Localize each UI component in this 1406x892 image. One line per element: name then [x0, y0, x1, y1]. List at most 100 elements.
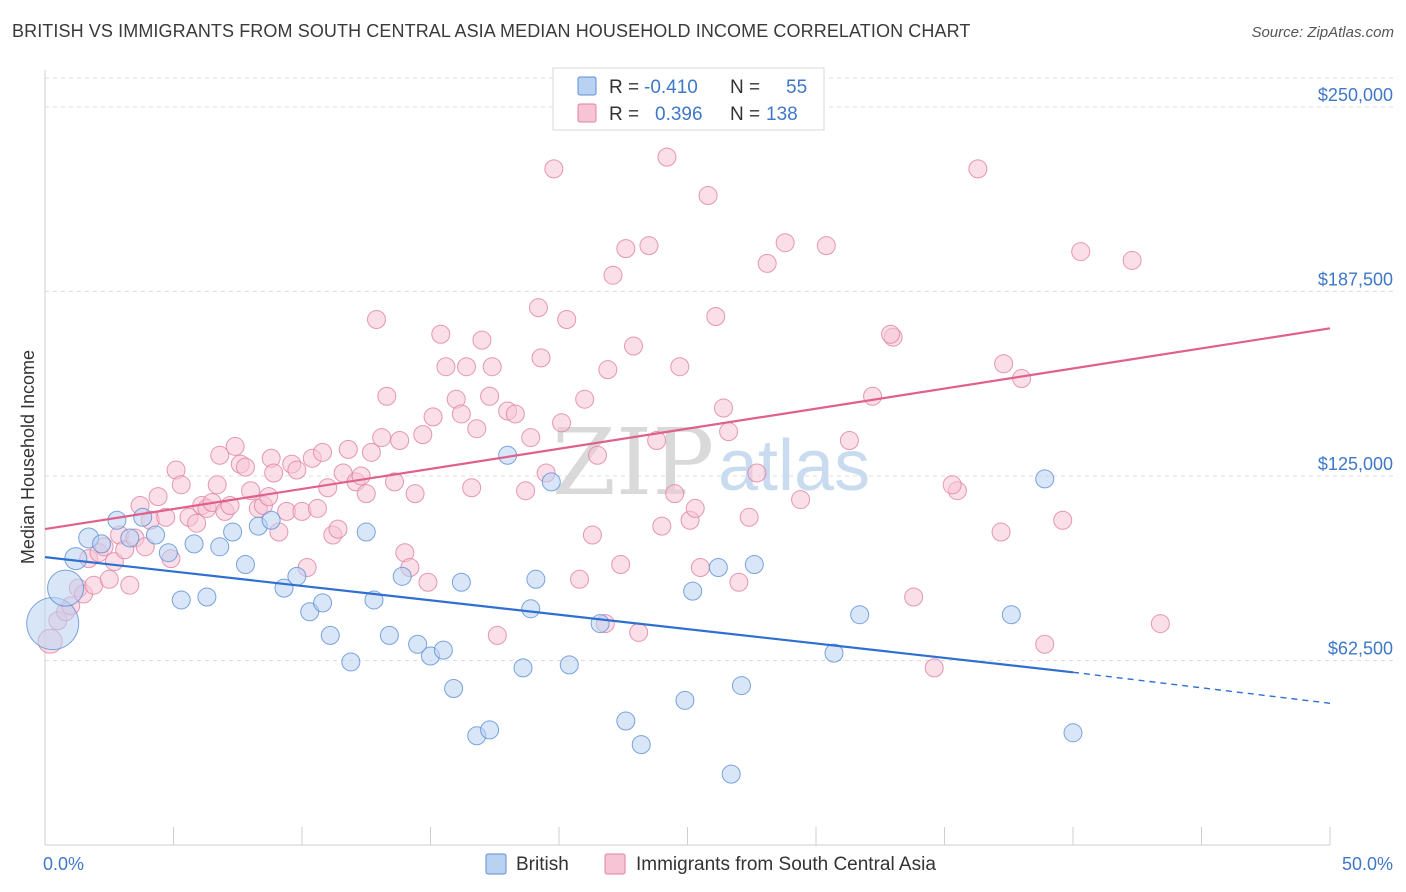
bottom-legend-swatch-british[interactable] — [485, 853, 507, 875]
legend-r-value-immigrants: 0.396 — [655, 104, 703, 125]
watermark-zip: ZIP — [552, 409, 714, 516]
immigrants-point-35 — [235, 457, 255, 477]
bottom-legend: British Immigrants from South Central As… — [485, 853, 936, 875]
immigrants-point-116 — [729, 572, 749, 592]
immigrants-point-132 — [1035, 634, 1055, 654]
british-point-52 — [1001, 605, 1021, 625]
british-point-42 — [616, 711, 636, 731]
british-point-50 — [824, 643, 844, 663]
immigrants-point-107 — [665, 484, 685, 504]
british-point-8 — [146, 525, 166, 545]
x-ticks — [44, 827, 1331, 845]
british-point-7 — [133, 507, 153, 527]
immigrants-point-81 — [487, 625, 507, 645]
legend-n-label-immigrants: N = — [730, 104, 760, 125]
legend-n-value-british: 55 — [786, 77, 807, 98]
british-point-47 — [721, 764, 741, 784]
immigrants-point-122 — [816, 236, 836, 256]
british-trendline-extension — [1072, 671, 1331, 704]
british-point-27 — [392, 566, 412, 586]
immigrants-point-112 — [698, 185, 718, 205]
immigrants-point-124 — [863, 386, 883, 406]
immigrants-point-64 — [390, 431, 410, 451]
immigrants-point-111 — [690, 557, 710, 577]
bottom-legend-swatch-immigrants[interactable] — [604, 853, 626, 875]
immigrants-point-136 — [1150, 614, 1170, 634]
immigrants-point-114 — [713, 398, 733, 418]
british-point-17 — [261, 510, 281, 530]
british-point-26 — [379, 625, 399, 645]
immigrants-point-97 — [598, 360, 618, 380]
legend-swatch-british — [577, 76, 597, 96]
immigrants-point-74 — [451, 404, 471, 424]
legend-box: R = -0.410 N = 55 R = 0.396 N = 138 — [552, 67, 825, 131]
british-point-34 — [480, 720, 500, 740]
immigrants-point-30 — [210, 445, 230, 465]
british-point-11 — [184, 534, 204, 554]
immigrants-point-133 — [1053, 510, 1073, 530]
legend-r-label-british: R = — [609, 77, 639, 98]
immigrants-point-63 — [385, 472, 405, 492]
immigrants-point-101 — [624, 336, 644, 356]
immigrants-point-115 — [719, 422, 739, 442]
source-credit: Source: ZipAtlas.com — [1251, 24, 1394, 41]
immigrants-point-62 — [377, 386, 397, 406]
y-tick-label-3: $250,000 — [1318, 85, 1393, 105]
immigrants-point-102 — [629, 622, 649, 642]
immigrants-point-41 — [264, 463, 284, 483]
immigrants-point-77 — [467, 419, 487, 439]
immigrants-point-127 — [924, 658, 944, 678]
immigrants-point-80 — [482, 357, 502, 377]
immigrants-point-134 — [1071, 242, 1091, 262]
immigrants-point-90 — [552, 413, 572, 433]
x-tick-label-left: 0.0% — [43, 854, 84, 874]
series-immigrants-points — [37, 147, 1170, 678]
immigrants-point-117 — [739, 507, 759, 527]
british-point-32 — [451, 572, 471, 592]
british-point-53 — [1035, 469, 1055, 489]
british-point-1 — [47, 569, 85, 607]
immigrants-point-84 — [516, 481, 536, 501]
immigrants-point-120 — [775, 233, 795, 253]
british-point-46 — [708, 557, 728, 577]
british-point-10 — [171, 590, 191, 610]
series-british-points — [26, 445, 1083, 784]
immigrants-point-123 — [839, 431, 859, 451]
british-point-21 — [313, 593, 333, 613]
immigrants-point-92 — [570, 569, 590, 589]
immigrants-point-126 — [904, 587, 924, 607]
immigrants-point-50 — [313, 442, 333, 462]
british-point-41 — [590, 614, 610, 634]
british-point-49 — [744, 555, 764, 575]
y-tick-labels: $62,500 $125,000 $187,500 $250,000 — [1318, 85, 1393, 659]
british-point-36 — [513, 658, 533, 678]
british-point-28 — [408, 634, 428, 654]
british-point-4 — [92, 534, 112, 554]
british-point-54 — [1063, 723, 1083, 743]
legend-n-label-british: N = — [730, 77, 760, 98]
immigrants-point-110 — [685, 498, 705, 518]
immigrants-point-57 — [351, 466, 371, 486]
bottom-legend-label-british[interactable]: British — [516, 854, 569, 875]
immigrants-point-94 — [582, 525, 602, 545]
immigrants-point-75 — [456, 357, 476, 377]
immigrants-point-137 — [881, 324, 901, 344]
legend-swatch-immigrants — [577, 103, 597, 123]
british-point-9 — [158, 543, 178, 563]
immigrants-point-118 — [747, 463, 767, 483]
immigrants-point-100 — [616, 239, 636, 259]
y-tick-label-2: $187,500 — [1318, 269, 1393, 289]
immigrants-point-103 — [639, 236, 659, 256]
british-point-13 — [210, 537, 230, 557]
immigrants-point-69 — [418, 572, 438, 592]
immigrants-point-135 — [1122, 250, 1142, 270]
y-tick-label-0: $62,500 — [1328, 638, 1393, 658]
immigrants-point-60 — [367, 309, 387, 329]
british-point-14 — [223, 522, 243, 542]
immigrants-point-45 — [287, 460, 307, 480]
immigrants-point-71 — [431, 324, 451, 344]
bottom-legend-label-immigrants[interactable]: Immigrants from South Central Asia — [636, 854, 936, 875]
british-point-24 — [356, 522, 376, 542]
british-point-2 — [64, 547, 88, 571]
legend-r-value-british: -0.410 — [644, 77, 698, 98]
